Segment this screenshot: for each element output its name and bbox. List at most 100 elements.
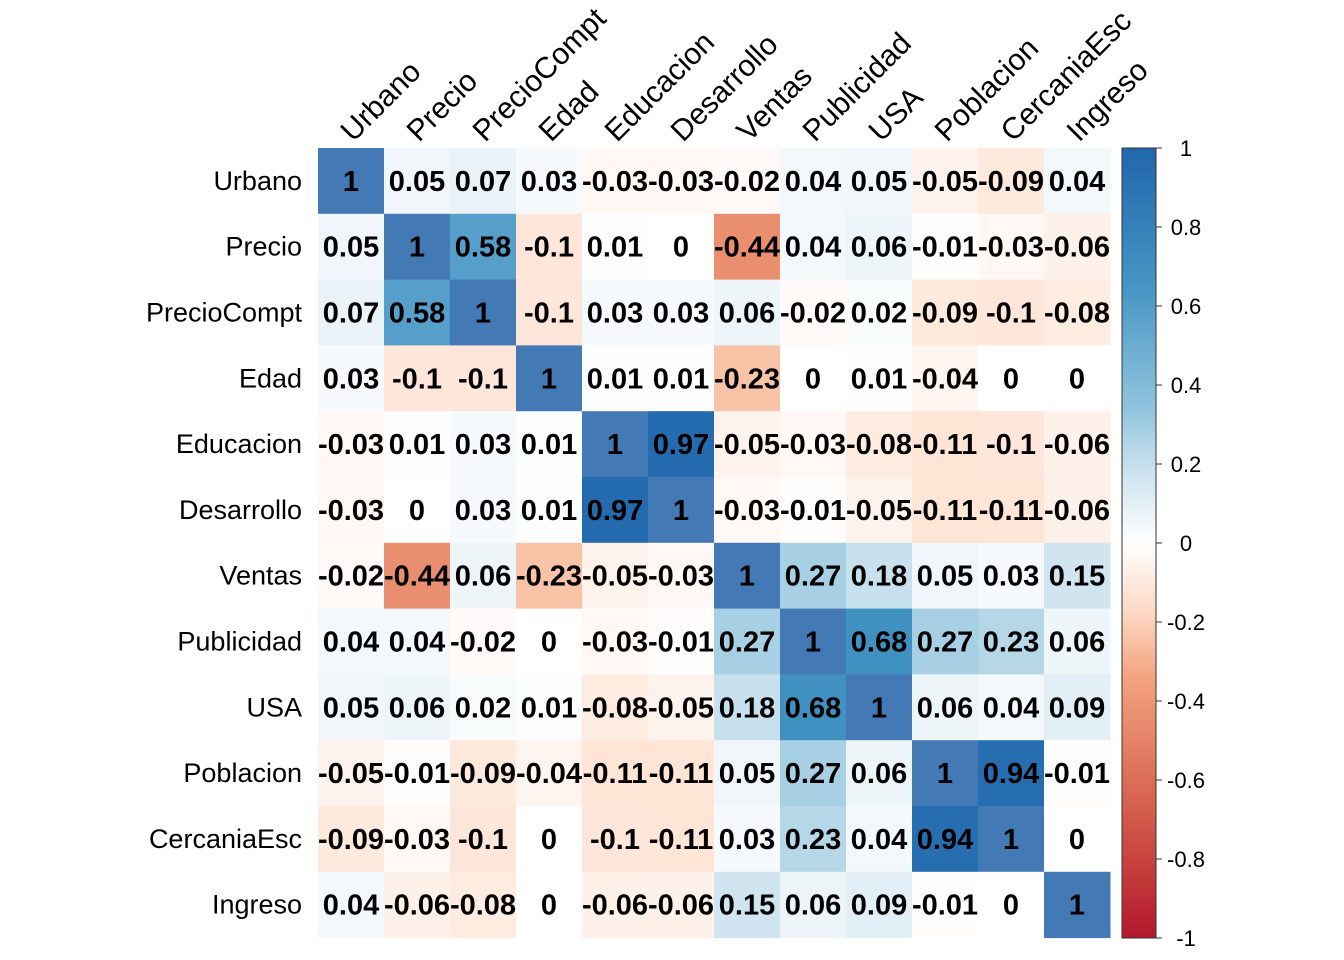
heatmap-cell	[978, 213, 1045, 281]
heatmap-cell	[582, 148, 649, 215]
heatmap-cell	[450, 871, 517, 939]
cell-value-label: 0.04	[323, 890, 379, 922]
cell-value-label: 0	[541, 627, 557, 659]
heatmap-cell	[384, 345, 451, 412]
heatmap-cell	[516, 477, 583, 544]
row-label-desarrollo: Desarrollo	[179, 495, 302, 525]
row-label-edad: Edad	[239, 363, 302, 393]
row-label-precio: Precio	[225, 232, 302, 262]
cell-value-label: 0.01	[521, 429, 577, 461]
heatmap-cell	[846, 345, 913, 412]
heatmap-cell	[648, 279, 715, 346]
heatmap-cell	[450, 608, 517, 675]
heatmap-cell	[582, 279, 649, 346]
heatmap-cell	[384, 542, 451, 610]
heatmap-cell	[978, 806, 1045, 873]
heatmap-cell	[384, 806, 451, 873]
cell-value-label: 0.06	[851, 758, 907, 790]
heatmap-cell	[648, 213, 715, 281]
heatmap-cell	[912, 740, 979, 807]
heatmap-cell	[318, 806, 385, 873]
cell-value-label: 0.01	[587, 232, 643, 264]
cell-value-label: 0.06	[1049, 627, 1105, 659]
heatmap-cell	[384, 871, 451, 939]
heatmap-cell	[714, 674, 781, 741]
heatmap-cell	[846, 674, 913, 741]
heatmap-cell	[846, 608, 913, 675]
cell-value-label: -0.03	[714, 495, 780, 527]
cell-value-label: -0.1	[458, 363, 508, 395]
cell-value-label: 1	[343, 166, 359, 198]
heatmap-cell	[450, 213, 517, 281]
cell-value-label: 0.04	[851, 824, 907, 856]
heatmap-cells	[318, 148, 1111, 939]
heatmap-cell	[780, 477, 847, 544]
cell-value-label: -0.1	[392, 363, 442, 395]
heatmap-cell	[516, 871, 583, 939]
heatmap-cell	[582, 411, 649, 478]
heatmap-cell	[978, 411, 1045, 478]
cell-value-label: 0.04	[323, 627, 379, 659]
heatmap-cell	[1044, 477, 1111, 544]
heatmap-cell	[912, 345, 979, 412]
heatmap-cell	[450, 674, 517, 741]
colorbar-tick-label: -0.6	[1167, 768, 1205, 793]
heatmap-cell	[912, 608, 979, 675]
heatmap-cell	[648, 411, 715, 478]
cell-value-label: 0.68	[785, 692, 841, 724]
cell-value-label: 0.58	[389, 298, 445, 330]
heatmap-cell	[1044, 148, 1111, 215]
cell-value-label: 1	[1003, 824, 1019, 856]
heatmap-cell	[516, 411, 583, 478]
cell-value-label: 0.05	[323, 692, 379, 724]
heatmap-cell	[846, 148, 913, 215]
colorbar-ticks: 1 0.8 0.6 0.4 0.2 0 -0.2 -0.4 -0.6 -0.8 -1	[1156, 136, 1205, 951]
cell-value-label: -0.1	[986, 429, 1036, 461]
heatmap-cell	[978, 740, 1045, 807]
heatmap-cell	[714, 345, 781, 412]
heatmap-cell	[780, 213, 847, 281]
cell-value-label: -0.1	[590, 824, 640, 856]
heatmap-cell	[714, 871, 781, 939]
heatmap-cell	[582, 477, 649, 544]
row-label-usa: USA	[246, 692, 302, 722]
heatmap-cell	[648, 740, 715, 807]
cell-value-label: 0.01	[521, 692, 577, 724]
row-label-cercaniaesc: CercaniaEsc	[149, 824, 302, 854]
cell-value-label: 0.04	[389, 627, 445, 659]
cell-value-label: 0	[541, 890, 557, 922]
heatmap-cell	[582, 806, 649, 873]
column-labels: UrbanoPrecioPrecioComptEdadEducacionDesa…	[335, 2, 1155, 148]
cell-value-label: 0.03	[983, 561, 1039, 593]
colorbar-tick-label: 0	[1180, 531, 1192, 556]
cell-value-label: -0.03	[648, 561, 714, 593]
cell-values: 1 0.05 0.07 0.03 -0.03 -0.03 -0.02 0.04 0.05 -0.0…	[318, 166, 1110, 922]
cell-value-label: -0.03	[582, 627, 648, 659]
cell-value-label: -0.02	[450, 627, 516, 659]
cell-value-label: 0.05	[389, 166, 445, 198]
colorbar-tick-label: -0.8	[1167, 847, 1205, 872]
heatmap-cell	[846, 213, 913, 281]
cell-value-label: -0.04	[912, 363, 978, 395]
cell-value-label: 0.01	[521, 495, 577, 527]
heatmap-cell	[780, 806, 847, 873]
heatmap-cell	[516, 148, 583, 215]
colorbar-tick-label: -0.2	[1167, 610, 1205, 635]
cell-value-label: -0.05	[648, 692, 714, 724]
cell-value-label: 0	[1003, 363, 1019, 395]
cell-value-label: 1	[409, 232, 425, 264]
heatmap-cell	[318, 279, 385, 346]
heatmap-cell	[384, 148, 451, 215]
colorbar-gradient	[1121, 147, 1157, 939]
heatmap-cell	[714, 806, 781, 873]
cell-value-label: 0.05	[917, 561, 973, 593]
cell-value-label: 0.06	[785, 890, 841, 922]
heatmap-cell	[978, 542, 1045, 610]
heatmap-cell	[978, 674, 1045, 741]
heatmap-cell	[384, 411, 451, 478]
cell-value-label: -0.06	[648, 890, 714, 922]
heatmap-cell	[780, 608, 847, 675]
cell-value-label: -0.06	[582, 890, 648, 922]
cell-value-label: 0.01	[653, 363, 709, 395]
cell-value-label: 0.03	[455, 429, 511, 461]
